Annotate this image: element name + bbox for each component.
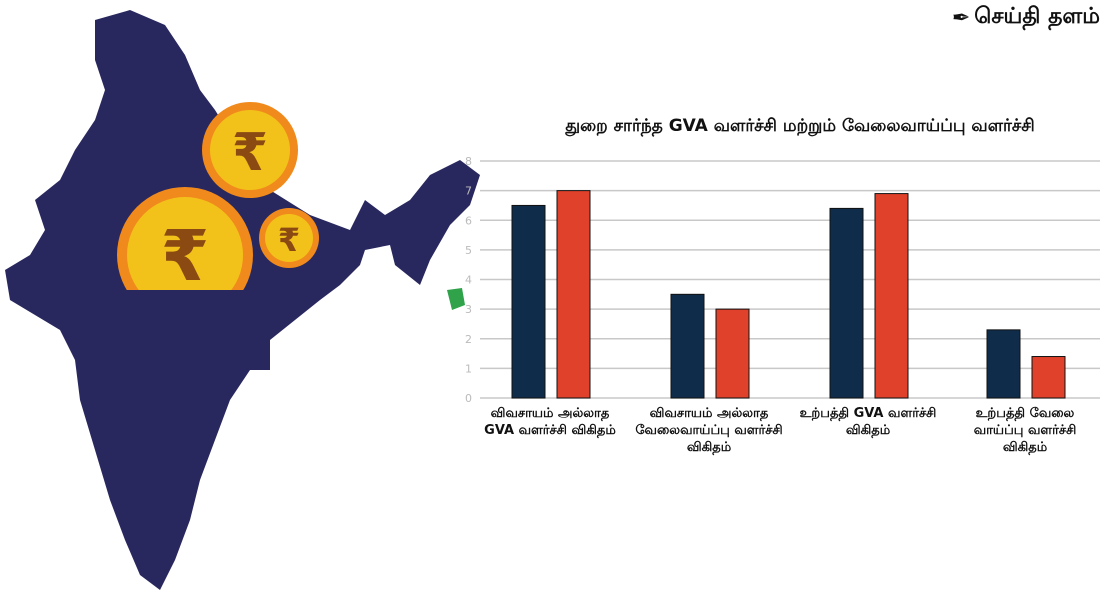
pen-nib-icon: ✒ [951, 5, 971, 31]
svg-text:₹: ₹ [161, 215, 210, 297]
y-tick-label: 4 [465, 274, 472, 287]
y-tick-label: 3 [465, 303, 472, 316]
site-logo: ✒ செய்தி தளம் [952, 4, 1100, 32]
coin-small: ₹ [259, 208, 319, 268]
x-tick-label: விவசாயம் அல்லாத வேலைவாய்ப்பு வளர்ச்சி வி… [635, 406, 783, 455]
svg-text:₹: ₹ [232, 123, 268, 183]
y-tick-label: 8 [465, 155, 472, 168]
bar [670, 293, 705, 399]
bar [556, 190, 591, 399]
y-tick-label: 7 [465, 185, 472, 198]
india-map-illustration: ₹ ₹ ₹ [5, 10, 480, 590]
y-tick-label: 5 [465, 244, 472, 257]
svg-text:₹: ₹ [278, 221, 300, 259]
y-tick-label: 1 [465, 362, 472, 375]
bar [986, 329, 1021, 399]
x-tick-label: உற்பத்தி GVA வளர்ச்சி விகிதம் [799, 406, 937, 438]
island-shape [447, 288, 465, 310]
bar [829, 207, 864, 399]
bar [511, 204, 546, 399]
y-tick-label: 0 [465, 392, 472, 405]
bar [715, 308, 750, 399]
coin-medium: ₹ [202, 102, 298, 198]
bar [1031, 356, 1066, 399]
chart-title: துறை சார்ந்த GVA வளர்ச்சி மற்றும் வேலைவா… [565, 116, 1035, 136]
y-tick-label: 2 [465, 333, 472, 346]
logo-text: செய்தி தளம் [974, 4, 1100, 29]
y-tick-label: 6 [465, 214, 472, 227]
x-tick-label: விவசாயம் அல்லாத GVA வளர்ச்சி விகிதம் [484, 406, 616, 438]
x-tick-label: உற்பத்தி வேலை வாய்ப்பு வளர்ச்சி விகிதம் [973, 406, 1077, 455]
bar [874, 193, 909, 399]
coin-large: ₹ [117, 187, 253, 323]
